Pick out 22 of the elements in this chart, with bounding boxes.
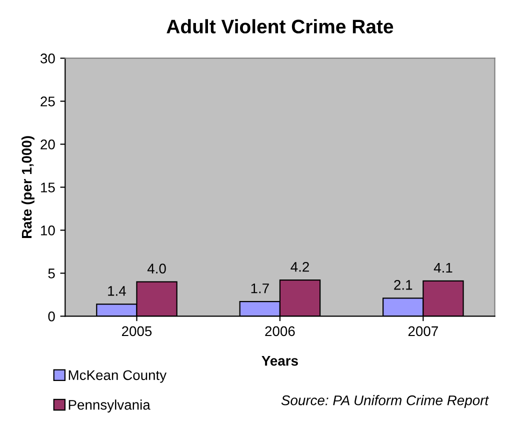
y-tick-label: 15	[41, 182, 55, 192]
x-tick-label: 2007	[408, 326, 438, 336]
x-tick-label: 2006	[265, 326, 295, 336]
y-tick-label: 30	[40, 54, 55, 64]
y-axis-title: Rate (per 1,000)	[21, 136, 34, 238]
y-tick-label: 25	[40, 96, 55, 106]
data-label: 2.1	[394, 280, 412, 290]
x-tick-label: 2005	[122, 326, 152, 336]
data-label: 4.1	[434, 262, 452, 273]
legend-label: Pennsylvania	[68, 400, 150, 412]
data-label: 4.2	[290, 262, 309, 272]
data-label: 4.0	[147, 264, 166, 274]
legend-label: McKean County	[68, 370, 167, 383]
y-tick-label: 0	[48, 312, 55, 322]
data-label: 1.7	[251, 284, 269, 294]
x-axis-title: Years	[262, 356, 298, 366]
y-tick-label: 20	[40, 140, 55, 150]
y-tick-label: 5	[48, 268, 55, 278]
chart-title: Adult Violent Crime Rate	[166, 19, 394, 34]
data-label: 1.4	[108, 286, 126, 296]
source-note: Source: PA Uniform Crime Report	[281, 395, 490, 408]
y-tick-label: 10	[41, 226, 55, 236]
